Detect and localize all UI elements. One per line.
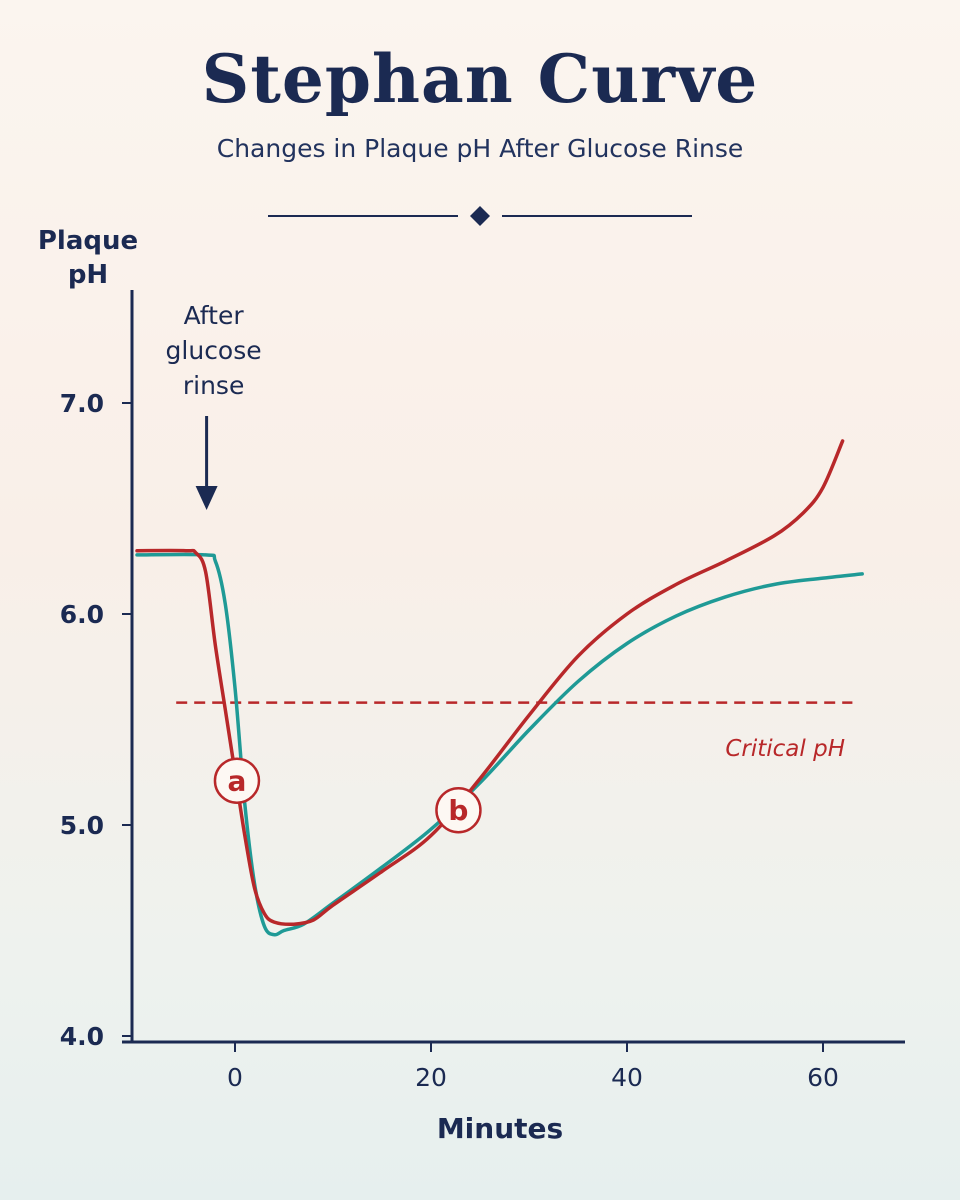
marker-b-label: b [448, 794, 468, 827]
marker-a-circle [213, 757, 261, 804]
arrow-note-text: After [184, 301, 245, 330]
x-tick-label: 20 [415, 1063, 447, 1092]
marker-a-label: a [228, 765, 247, 798]
x-tick-label: 40 [611, 1063, 643, 1092]
down-arrow-head-icon [195, 486, 218, 510]
x-axis-label: Minutes [437, 1112, 563, 1145]
y-axis-label: Plaque [38, 226, 138, 256]
arrow-note-text: glucose [166, 336, 262, 365]
marker-b-circle [435, 786, 482, 834]
diamond-icon [470, 206, 490, 226]
arrow-note-text: rinse [183, 371, 244, 400]
chart-subtitle: Changes in Plaque pH After Glucose Rinse [216, 134, 744, 163]
x-tick-label: 60 [807, 1063, 839, 1092]
title-divider [268, 206, 692, 226]
x-tick-label: 0 [227, 1063, 243, 1092]
y-tick-label: 4.0 [60, 1022, 104, 1051]
critical-ph-label: Critical pH [725, 736, 845, 762]
y-tick-label: 5.0 [60, 811, 104, 840]
chart-title: Stephan Curve [201, 40, 759, 118]
y-tick-label: 7.0 [60, 389, 104, 418]
red-series-line [135, 439, 845, 927]
y-axis-label: pH [68, 260, 108, 290]
y-tick-label: 6.0 [60, 600, 104, 629]
stephan-curve-chart: Plaque pH 4.0 5.0 6.0 7.0 0 20 40 60 Critical p… [38, 226, 905, 1145]
